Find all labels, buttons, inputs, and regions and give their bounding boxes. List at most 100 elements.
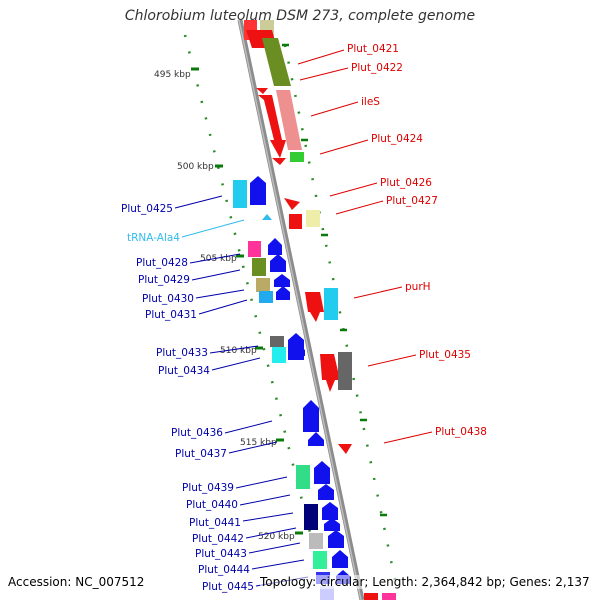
gene-label-plut-0445[interactable]: Plut_0445	[202, 581, 254, 593]
gene-feature[interactable]	[338, 352, 352, 390]
gene-label-plut-0438[interactable]: Plut_0438	[435, 426, 487, 438]
callout-line	[181, 219, 245, 238]
gene-feature[interactable]	[276, 286, 290, 300]
gene-feature[interactable]	[268, 238, 282, 255]
gene-feature[interactable]	[328, 530, 344, 548]
gene-feature[interactable]	[276, 90, 302, 150]
outer-dotted-ring-right	[283, 44, 397, 581]
gene-feature[interactable]	[322, 502, 338, 520]
kbp-label: 520 kbp	[258, 532, 295, 542]
gene-feature[interactable]	[250, 176, 266, 205]
genome-backbone-highlight	[238, 19, 362, 600]
gene-label-plut-0437[interactable]: Plut_0437	[175, 448, 227, 460]
gene-feature[interactable]	[320, 586, 334, 600]
left-callout-lines	[174, 195, 309, 587]
gene-label-plut-0441[interactable]: Plut_0441	[189, 517, 241, 529]
gene-feature[interactable]	[314, 461, 330, 484]
callout-line	[353, 286, 403, 299]
forward-strand-genes	[244, 20, 396, 600]
callout-line	[235, 476, 288, 489]
gene-feature[interactable]	[324, 518, 340, 531]
gene-feature[interactable]	[248, 241, 261, 257]
gene-label-plut-0426[interactable]: Plut_0426	[380, 177, 432, 189]
gene-label-plut-0430[interactable]: Plut_0430	[142, 293, 194, 305]
gene-label-trna-ala4[interactable]: tRNA-Ala4	[127, 232, 180, 244]
gene-feature[interactable]	[274, 274, 290, 287]
gene-label-plut-0435[interactable]: Plut_0435	[419, 349, 471, 361]
kbp-label: 510 kbp	[220, 346, 257, 356]
callout-line	[245, 527, 297, 539]
gene-label-plut-0434[interactable]: Plut_0434	[158, 365, 210, 377]
left-gene-labels: Plut_0425 tRNA-Ala4 Plut_0428 Plut_0429 …	[121, 203, 254, 593]
gene-label-plut-0424[interactable]: Plut_0424	[371, 133, 423, 145]
map-title: Chlorobium luteolum DSM 273, complete ge…	[124, 8, 476, 24]
right-gene-labels: Plut_0421 Plut_0422 ileS Plut_0424 Plut_…	[347, 43, 487, 438]
gene-label-plut-0433[interactable]: Plut_0433	[156, 347, 208, 359]
callout-line	[174, 195, 223, 209]
gene-label-purh[interactable]: purH	[405, 281, 431, 293]
gene-feature[interactable]	[318, 484, 334, 500]
gene-label-plut-0440[interactable]: Plut_0440	[186, 499, 238, 511]
gene-label-plut-0443[interactable]: Plut_0443	[195, 548, 247, 560]
callout-line	[239, 494, 291, 506]
kbp-label: 495 kbp	[154, 70, 191, 80]
gene-label-plut-0436[interactable]: Plut_0436	[171, 427, 223, 439]
kbp-label: 505 kbp	[200, 254, 237, 264]
gene-feature[interactable]	[252, 258, 266, 276]
callout-line	[329, 182, 378, 197]
callout-line	[209, 345, 259, 354]
gene-feature[interactable]	[382, 593, 396, 600]
gene-feature[interactable]	[258, 95, 286, 158]
callout-line	[383, 431, 433, 444]
gene-feature[interactable]	[289, 214, 302, 229]
callout-line	[319, 139, 369, 155]
callout-line	[189, 253, 241, 264]
gene-label-plut-0439[interactable]: Plut_0439	[182, 482, 234, 494]
gene-feature[interactable]	[270, 336, 284, 347]
gene-label-plut-0444[interactable]: Plut_0444	[198, 564, 250, 576]
callout-line	[251, 559, 305, 570]
gene-feature[interactable]	[338, 444, 352, 454]
gene-feature[interactable]	[320, 354, 340, 392]
gene-label-plut-0422[interactable]: Plut_0422	[351, 62, 403, 74]
gene-feature[interactable]	[272, 347, 286, 363]
gene-feature[interactable]	[313, 551, 327, 569]
callout-line	[191, 269, 241, 281]
gene-feature[interactable]	[290, 152, 304, 162]
gene-label-iles[interactable]: ileS	[361, 96, 380, 108]
gene-feature[interactable]	[304, 504, 318, 530]
callout-line	[198, 299, 248, 315]
gene-feature[interactable]	[284, 198, 300, 210]
gene-feature[interactable]	[291, 344, 305, 356]
gene-feature[interactable]	[272, 158, 286, 165]
gene-feature[interactable]	[296, 465, 310, 489]
gene-feature[interactable]	[256, 278, 270, 292]
gene-feature[interactable]	[305, 292, 324, 322]
gene-feature[interactable]	[364, 593, 378, 600]
gene-label-plut-0428[interactable]: Plut_0428	[136, 257, 188, 269]
gene-feature[interactable]	[306, 210, 320, 227]
callout-line	[297, 49, 345, 65]
kbp-labels: 495 kbp 500 kbp 505 kbp 510 kbp 515 kbp …	[154, 70, 295, 542]
callout-line	[299, 67, 349, 81]
gene-label-plut-0425[interactable]: Plut_0425	[121, 203, 173, 215]
gene-feature[interactable]	[324, 288, 338, 320]
callout-line	[195, 289, 245, 299]
gene-feature[interactable]	[270, 254, 286, 272]
gene-feature[interactable]	[262, 214, 272, 220]
gene-feature[interactable]	[259, 291, 273, 303]
gene-label-plut-0431[interactable]: Plut_0431	[145, 309, 197, 321]
gene-label-plut-0421[interactable]: Plut_0421	[347, 43, 399, 55]
gene-feature[interactable]	[309, 533, 323, 549]
gene-feature[interactable]	[233, 180, 247, 208]
gene-feature[interactable]	[303, 400, 319, 432]
callout-line	[211, 357, 261, 371]
gene-label-plut-0429[interactable]: Plut_0429	[138, 274, 190, 286]
gene-label-plut-0427[interactable]: Plut_0427	[386, 195, 438, 207]
gene-feature[interactable]	[332, 550, 348, 568]
gene-label-plut-0442[interactable]: Plut_0442	[192, 533, 244, 545]
gene-feature[interactable]	[256, 88, 268, 94]
gene-feature[interactable]	[262, 38, 291, 86]
gene-feature[interactable]	[308, 432, 324, 446]
